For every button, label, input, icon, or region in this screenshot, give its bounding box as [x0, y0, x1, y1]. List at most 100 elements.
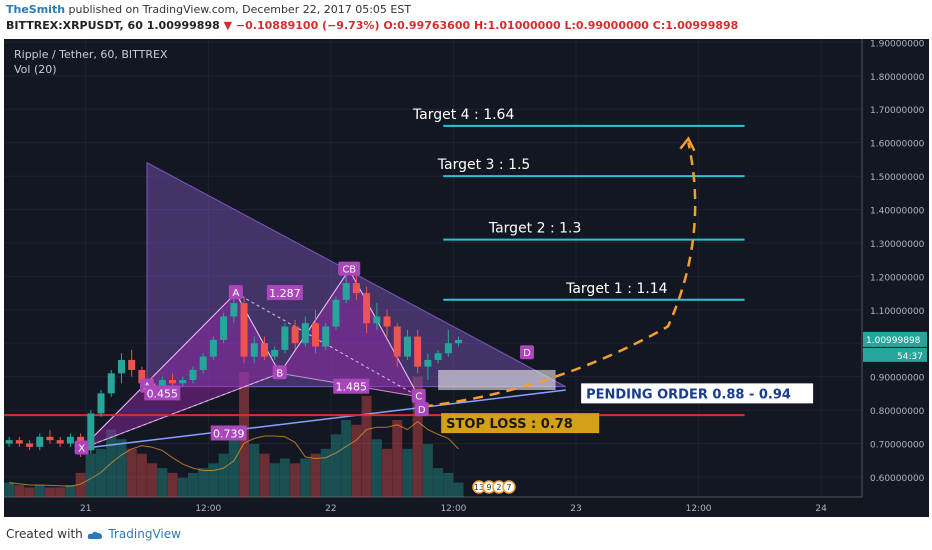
- change-value: −0.10889100 (−9.73%): [235, 19, 380, 32]
- y-tick-label: 0.60000000: [870, 474, 925, 484]
- legend-title: Ripple / Tether, 60, BITTREX: [14, 48, 168, 61]
- footer: Created with TradingView: [0, 518, 932, 550]
- countdown-tag: [863, 347, 927, 362]
- y-tick-label: 1.40000000: [870, 206, 925, 216]
- candle: [373, 316, 381, 324]
- volume-bar: [167, 472, 178, 497]
- volume-bar: [341, 419, 352, 497]
- pattern-point-badge: [272, 365, 287, 380]
- target-label: Target 2 : 1.3: [488, 221, 582, 237]
- symbol-line: BITTREX:XRPUSDT, 60 1.00999898 ▼ −0.1088…: [6, 19, 738, 32]
- countdown-label: 54:37: [897, 352, 923, 362]
- symbol-label: BITTREX:XRPUSDT, 60: [6, 19, 143, 32]
- candle: [240, 303, 248, 357]
- ratio-label: 1.287: [269, 287, 301, 300]
- y-tick-label: 0.90000000: [870, 374, 925, 384]
- candle: [281, 326, 289, 350]
- y-tick-label: 0.70000000: [870, 441, 925, 451]
- candle: [434, 353, 442, 360]
- ratio-badge: [333, 378, 370, 394]
- volume-bar: [453, 482, 464, 497]
- stop-loss-label: STOP LOSS : 0.78: [446, 417, 573, 432]
- candle: [414, 336, 422, 367]
- ratio-label: 0.739: [213, 427, 245, 440]
- published-text: published on TradingView.com, December 2…: [68, 3, 412, 16]
- candle: [342, 283, 350, 300]
- candle: [128, 359, 136, 370]
- volume-bar: [55, 487, 66, 497]
- pattern-ac-line: [235, 292, 419, 398]
- last-price-tag-label: 1.00999898: [866, 336, 921, 346]
- price-chart[interactable]: 1.90000000 1.80000000 1.70000000 1.60000000…: [4, 39, 929, 517]
- volume-bar: [320, 448, 331, 497]
- volume-bar: [177, 477, 188, 497]
- tradingview-link[interactable]: TradingView: [108, 527, 181, 541]
- candle: [5, 440, 13, 444]
- candle: [26, 443, 34, 447]
- candle: [15, 440, 23, 444]
- volume-bar: [187, 472, 198, 497]
- author-link[interactable]: TheSmith: [6, 3, 66, 16]
- stop-loss-badge: [441, 413, 600, 434]
- candle: [271, 349, 279, 357]
- volume-bar: [422, 444, 433, 497]
- chart-legend: Ripple / Tether, 60, BITTREX Vol (20): [14, 47, 168, 77]
- pattern-point-badge: [414, 402, 429, 417]
- volume-bar: [259, 453, 270, 497]
- candle: [230, 303, 238, 317]
- ratio-badge: [144, 385, 181, 401]
- down-arrow-icon: ▼: [223, 19, 233, 32]
- volume-bar: [402, 448, 413, 497]
- candle: [352, 283, 360, 294]
- volume-bar: [147, 463, 158, 497]
- candle: [260, 343, 268, 357]
- candle: [209, 339, 217, 357]
- candle: [403, 336, 411, 357]
- ohlc-values: O:0.99763600 H:1.01000000 L:0.99000000 C…: [383, 19, 739, 32]
- candle: [107, 373, 115, 394]
- pattern-point-label: X: [78, 444, 85, 455]
- ratio-badge: [210, 425, 247, 441]
- candle: [332, 299, 340, 327]
- pattern-point-label: CB: [342, 265, 356, 276]
- volume-bar: [382, 448, 393, 497]
- y-tick-label: 1.20000000: [870, 273, 925, 283]
- volume-bar: [371, 439, 382, 497]
- pattern-point-badge: [519, 345, 534, 360]
- x-tick-label: 12:00: [440, 504, 466, 514]
- y-tick-label: 1.60000000: [870, 140, 925, 150]
- volume-bar: [4, 482, 15, 497]
- publish-line: TheSmith published on TradingView.com, D…: [6, 3, 411, 16]
- candle: [322, 326, 330, 347]
- target-label: Target 4 : 1.64: [412, 107, 515, 123]
- volume-bar: [433, 468, 444, 497]
- y-tick-label: 0.80000000: [870, 407, 925, 417]
- pattern-point-badge: [74, 440, 89, 455]
- volume-bar: [198, 468, 209, 497]
- volume-bar: [116, 439, 127, 497]
- event-badge-label: 2: [496, 483, 501, 492]
- ratio-badge: [266, 285, 303, 301]
- pending-order-badge: [581, 383, 814, 404]
- candle: [363, 293, 371, 324]
- y-tick-label: 1.30000000: [870, 240, 925, 250]
- last-price-value: 1.00999898: [146, 19, 220, 32]
- volume-bar: [361, 395, 372, 497]
- chart-panel[interactable]: 1.90000000 1.80000000 1.70000000 1.60000000…: [4, 39, 929, 517]
- candle: [56, 440, 64, 444]
- volume-bar: [126, 448, 137, 497]
- pattern-point-label: D: [418, 405, 426, 416]
- candle: [117, 359, 125, 374]
- candle: [301, 323, 309, 344]
- candle: [220, 316, 228, 340]
- volume-bar: [290, 463, 301, 497]
- event-badge-label: 9: [486, 483, 491, 492]
- volume-bar: [65, 484, 76, 497]
- candle: [179, 379, 187, 384]
- pattern-point-badge: [411, 388, 426, 403]
- candle: [158, 379, 166, 387]
- candle: [199, 356, 207, 370]
- pending-order-zone: [438, 369, 556, 391]
- volume-bar: [208, 463, 219, 497]
- candle: [250, 343, 258, 357]
